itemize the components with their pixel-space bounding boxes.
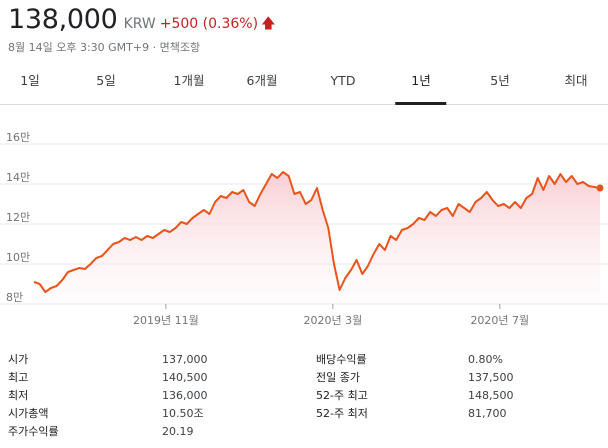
stat-value: 140,500 bbox=[162, 371, 208, 384]
tab-5y[interactable]: 5년 bbox=[474, 58, 525, 104]
tab-ytd[interactable]: YTD bbox=[315, 58, 372, 104]
tab-label: 6개월 bbox=[246, 73, 278, 88]
stat-open: 시가 137,000 bbox=[8, 351, 288, 369]
stat-prev-close: 전일 종가 137,500 bbox=[316, 369, 596, 387]
stat-label: 52-주 최고 bbox=[316, 389, 368, 402]
stat-label: 최고 bbox=[8, 371, 29, 384]
stat-value: 20.19 bbox=[162, 425, 194, 438]
tab-label: 1년 bbox=[411, 73, 431, 88]
tab-max[interactable]: 최대 bbox=[548, 58, 603, 104]
y-tick-label: 16만 bbox=[6, 131, 30, 144]
stat-value: 81,700 bbox=[468, 407, 507, 420]
tab-label: 1개월 bbox=[173, 73, 205, 88]
arrow-up-icon: 🡅 bbox=[261, 16, 276, 32]
stat-label: 시가 bbox=[8, 353, 29, 366]
stat-low: 최저 136,000 bbox=[8, 387, 288, 405]
stat-value: 0.80% bbox=[468, 353, 503, 366]
stat-label: 최저 bbox=[8, 389, 29, 402]
x-tick-label: 2020년 3월 bbox=[303, 314, 362, 327]
tab-label: 5일 bbox=[96, 73, 116, 88]
quote-header: 138,000 KRW +500 (0.36%) 🡅 bbox=[8, 4, 275, 38]
tab-label: 1일 bbox=[20, 73, 40, 88]
stat-value: 137,000 bbox=[162, 353, 208, 366]
current-price-dot bbox=[596, 184, 604, 192]
stat-value: 137,500 bbox=[468, 371, 514, 384]
stat-52w-high: 52-주 최고 148,500 bbox=[316, 387, 596, 405]
x-tick-label: 2020년 7월 bbox=[470, 314, 529, 327]
y-tick-label: 10만 bbox=[6, 251, 30, 264]
tab-label: 5년 bbox=[490, 73, 510, 88]
stat-value: 148,500 bbox=[468, 389, 514, 402]
stat-high: 최고 140,500 bbox=[8, 369, 288, 387]
x-tick-label: 2019년 11월 bbox=[133, 314, 199, 327]
stat-market-cap: 시가총액 10.50조 bbox=[8, 405, 288, 423]
price-line bbox=[33, 171, 601, 293]
stat-pe-ratio: 주가수익률 20.19 bbox=[8, 423, 288, 441]
y-tick-label: 12만 bbox=[6, 211, 30, 224]
tab-1y[interactable]: 1년 bbox=[395, 58, 448, 105]
range-tabs: 1일 5일 1개월 6개월 YTD 1년 5년 최대 bbox=[0, 58, 608, 105]
price-chart[interactable]: 16만 14만 12만 10만 8만 2019년 11월 2020년 3월 2020년 7월 bbox=[0, 120, 608, 335]
stat-52w-low: 52-주 최저 81,700 bbox=[316, 405, 596, 423]
stat-label: 시가총액 bbox=[8, 407, 49, 420]
currency-code: KRW bbox=[123, 16, 156, 32]
stat-label: 주가수익률 bbox=[8, 425, 59, 438]
quote-timestamp: 8월 14일 오후 3:30 GMT+9 · 면책조항 bbox=[8, 41, 201, 54]
current-price: 138,000 bbox=[8, 4, 118, 35]
y-tick-label: 14만 bbox=[6, 171, 30, 184]
stat-label: 전일 종가 bbox=[316, 371, 360, 384]
stat-dividend-yield: 배당수익률 0.80% bbox=[316, 351, 596, 369]
stat-label: 52-주 최저 bbox=[316, 407, 368, 420]
price-change: +500 (0.36%) bbox=[159, 16, 259, 32]
stat-value: 10.50조 bbox=[162, 407, 204, 420]
tab-1m[interactable]: 1개월 bbox=[158, 58, 221, 104]
stat-label: 배당수익률 bbox=[316, 353, 367, 366]
tab-1d[interactable]: 1일 bbox=[4, 58, 55, 104]
tab-5d[interactable]: 5일 bbox=[80, 58, 131, 104]
tab-6m[interactable]: 6개월 bbox=[231, 58, 294, 104]
stat-value: 136,000 bbox=[162, 389, 208, 402]
tab-label: YTD bbox=[330, 73, 356, 88]
y-tick-label: 8만 bbox=[6, 291, 23, 304]
tab-label: 최대 bbox=[564, 73, 588, 88]
